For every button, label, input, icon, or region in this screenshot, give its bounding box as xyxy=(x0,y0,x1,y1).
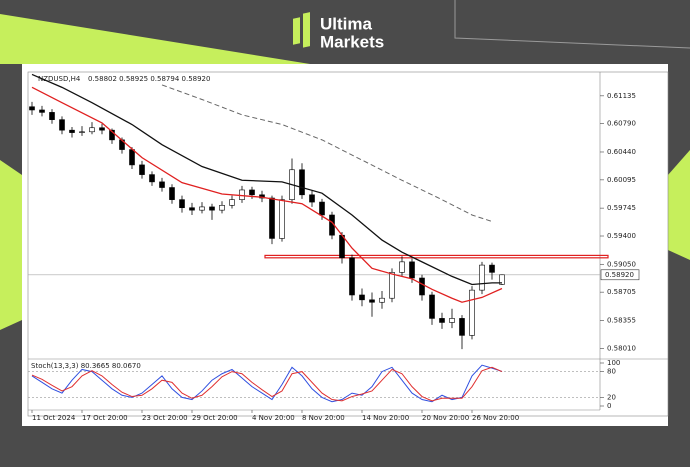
candle-body xyxy=(109,129,115,141)
candle-body xyxy=(139,164,145,175)
candle-body xyxy=(279,199,285,239)
accent-top xyxy=(0,14,310,64)
candle-body xyxy=(369,299,375,303)
y-tick-label: 20 xyxy=(607,393,616,401)
y-tick-label: 0 xyxy=(607,402,611,410)
candle-body xyxy=(409,261,415,279)
indicator-title: Stoch(13,3,3) 80.3665 80.0670 xyxy=(31,362,141,370)
candle-body xyxy=(449,318,455,323)
x-tick-label: 11 Oct 2024 xyxy=(32,414,76,422)
quote: 0.58802 0.58925 0.58794 0.58920 xyxy=(88,75,210,83)
candle-body xyxy=(309,194,315,203)
candle-body xyxy=(29,106,35,111)
candle-body xyxy=(49,112,55,120)
x-tick-label: 8 Nov 20:00 xyxy=(302,414,345,422)
brand-line: Markets xyxy=(320,32,384,51)
candle-body xyxy=(199,206,205,211)
candle-body xyxy=(399,261,405,273)
candle-body xyxy=(299,169,305,196)
candle-body xyxy=(129,149,135,166)
candle-body xyxy=(479,264,485,291)
deco-line xyxy=(454,0,690,49)
symbol: NZDUSD,H4 xyxy=(38,75,81,83)
x-tick-label: 17 Oct 20:00 xyxy=(82,414,128,422)
x-tick-label: 29 Oct 20:00 xyxy=(192,414,238,422)
y-tick-label: 0.60095 xyxy=(607,176,636,184)
x-tick-label: 14 Nov 20:00 xyxy=(362,414,409,422)
candle-body xyxy=(59,119,65,131)
candle-body xyxy=(339,234,345,259)
x-tick-label: 20 Nov 20:00 xyxy=(422,414,469,422)
last-price-label: 0.58920 xyxy=(605,271,634,279)
candle-body xyxy=(79,131,85,133)
candle-body xyxy=(389,272,395,299)
candle-body xyxy=(319,201,325,216)
candle-body xyxy=(179,199,185,209)
candle-body xyxy=(439,318,445,323)
logo-bar xyxy=(303,12,310,48)
moving-average xyxy=(31,73,502,286)
candle-body xyxy=(379,297,385,303)
candle-body xyxy=(459,318,465,336)
candle-body xyxy=(269,197,275,239)
y-tick-label: 0.60440 xyxy=(607,148,636,156)
candle-body xyxy=(429,294,435,319)
chart-panel xyxy=(22,64,668,426)
candle-body xyxy=(349,257,355,296)
last-price-box xyxy=(600,269,640,281)
y-tick-label: 0.61135 xyxy=(607,92,636,100)
candle-body xyxy=(229,199,235,206)
candle-body xyxy=(189,207,195,211)
candle-body xyxy=(219,205,225,211)
logo-bar xyxy=(293,17,300,45)
candle-body xyxy=(359,294,365,301)
indicator-line xyxy=(31,364,503,403)
chart-frame xyxy=(27,71,669,417)
indicator-line xyxy=(31,366,503,402)
y-tick-label: 0.60790 xyxy=(607,120,636,128)
candle-body xyxy=(249,189,255,196)
candle-body xyxy=(489,264,495,273)
accent-left xyxy=(0,160,22,330)
candle-body xyxy=(169,187,175,200)
y-tick-label: 80 xyxy=(607,368,616,376)
zone xyxy=(264,254,609,259)
x-tick-label: 4 Nov 20:00 xyxy=(252,414,295,422)
candle-body xyxy=(159,181,165,188)
candle-body xyxy=(419,277,425,296)
candle-body xyxy=(89,127,95,133)
y-tick-label: 100 xyxy=(607,359,620,367)
x-tick-label: 26 Nov 20:00 xyxy=(472,414,519,422)
logo: Ultima Markets xyxy=(293,12,384,51)
candle-body xyxy=(239,189,245,200)
candle-body xyxy=(209,206,215,211)
candle-body xyxy=(99,127,105,131)
y-tick-label: 0.59050 xyxy=(607,260,636,268)
y-tick-label: 0.58010 xyxy=(607,344,636,352)
y-tick-label: 0.58355 xyxy=(607,316,636,324)
brand-line: Ultima xyxy=(320,14,373,33)
y-tick-label: 0.59745 xyxy=(607,204,636,212)
x-tick-label: 23 Oct 20:00 xyxy=(142,414,188,422)
candle-body xyxy=(469,289,475,336)
y-tick-label: 0.58705 xyxy=(607,288,636,296)
accent-right xyxy=(668,150,690,260)
y-tick-label: 0.59400 xyxy=(607,232,636,240)
candle-body xyxy=(149,174,155,183)
moving-average xyxy=(31,86,503,303)
candle-body xyxy=(499,274,505,285)
moving-average xyxy=(161,84,493,222)
candle-body xyxy=(69,129,75,133)
candle-body xyxy=(39,109,45,113)
